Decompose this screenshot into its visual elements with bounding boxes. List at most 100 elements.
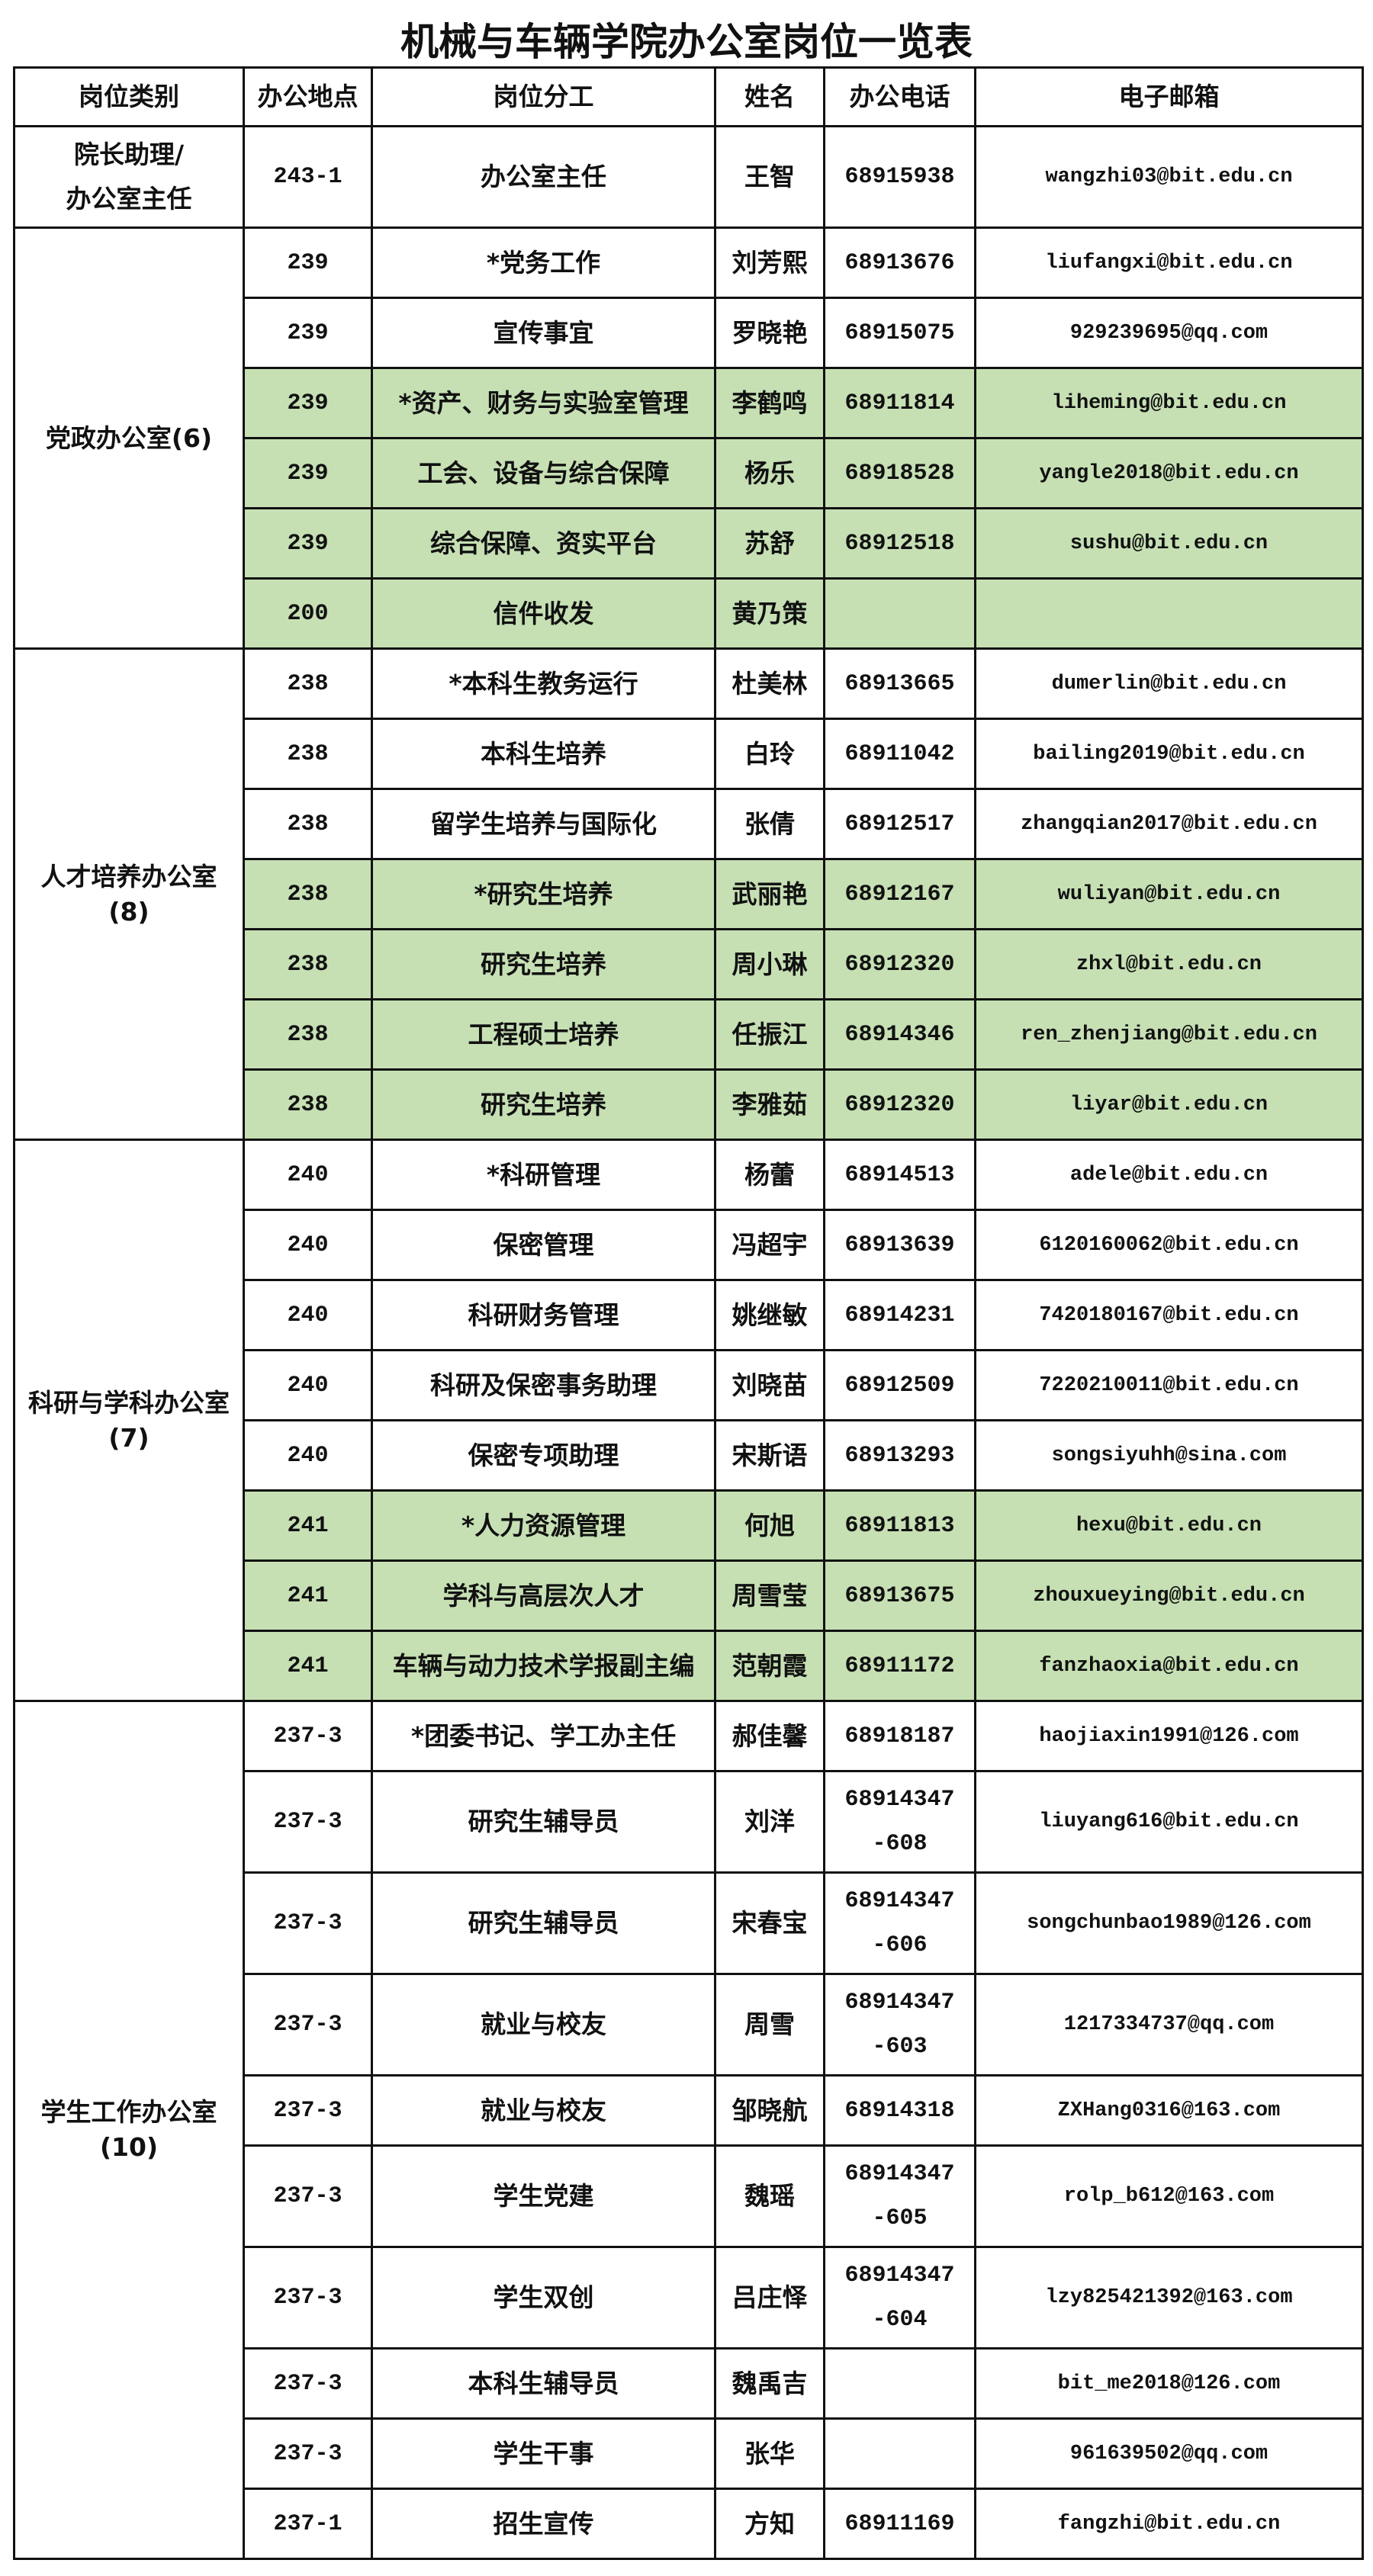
email-cell[interactable]: fanzhaoxia@bit.edu.cn [974,1630,1364,1702]
phone-line: 68918187 [844,1723,955,1749]
name-cell: 李鹤鸣 [714,367,825,439]
email-cell[interactable]: liuyang616@bit.edu.cn [974,1770,1364,1874]
phone-line: 68914231 [844,1302,955,1328]
email-cell[interactable]: ren_zhenjiang@bit.edu.cn [974,998,1364,1071]
header-room: 办公地点 [243,66,373,127]
table-row: 238 留学生培养与国际化 张倩 68912517 zhangqian2017@bit.… [14,788,1364,860]
phone-cell: 68914346 [823,998,976,1071]
phone-line: 68913665 [844,670,955,697]
room-cell: 237-3 [243,2246,373,2350]
table-row: 237-3 学生党建 魏瑶 68914347 -605 rolp_b612@163.com [14,2144,1364,2248]
email-cell[interactable]: 1217334737@qq.com [974,1973,1364,2077]
phone-cell: 68913293 [823,1419,976,1492]
room-cell: 241 [243,1630,373,1702]
email-cell[interactable]: 7220210011@bit.edu.cn [974,1349,1364,1421]
phone-line: 68915938 [844,164,955,190]
phone-cell: 68918187 [823,1700,976,1772]
email-cell[interactable]: haojiaxin1991@126.com [974,1700,1364,1772]
email-cell[interactable] [974,577,1364,650]
name-cell: 张华 [714,2417,825,2490]
email-cell[interactable]: sushu@bit.edu.cn [974,507,1364,580]
phone-line: 68912509 [844,1372,955,1399]
duty-cell: 学生双创 [371,2246,716,2350]
email-cell[interactable]: hexu@bit.edu.cn [974,1489,1364,1562]
phone-cell [823,2347,976,2420]
table-row: 237-1 招生宣传 方知 68911169 fangzhi@bit.edu.cn [14,2488,1364,2560]
room-cell: 238 [243,1068,373,1141]
table-row: 人才培养办公室 (8) 238 *本科生教务运行 杜美林 68913665 dumerlin… [13,647,1364,1141]
email-cell[interactable]: fangzhi@bit.edu.cn [974,2488,1364,2560]
email-cell[interactable]: liheming@bit.edu.cn [974,367,1364,439]
table-row: 238 工程硕士培养 任振江 68914346 ren_zhenjiang@bit.ed… [14,998,1364,1071]
phone-line: 68913293 [844,1442,955,1469]
email-cell[interactable]: bit_me2018@126.com [974,2347,1364,2420]
room-cell: 237-1 [243,2488,373,2560]
name-cell: 杜美林 [714,647,825,720]
room-cell: 237-3 [243,1770,373,1874]
phone-line: 68911169 [844,2510,955,2537]
email-cell[interactable]: yangle2018@bit.edu.cn [974,437,1364,509]
room-cell: 238 [243,718,373,790]
name-cell: 周雪 [714,1973,825,2077]
email-cell[interactable]: rolp_b612@163.com [974,2144,1364,2248]
duty-cell: *资产、财务与实验室管理 [371,367,716,439]
name-cell: 宋春宝 [714,1871,825,1975]
email-cell[interactable]: 7420180167@bit.edu.cn [974,1279,1364,1351]
email-cell[interactable]: wangzhi03@bit.edu.cn [974,125,1364,229]
phone-line: 68912167 [844,881,955,907]
phone-cell: 68912509 [823,1349,976,1421]
duty-cell: 信件收发 [371,577,716,650]
name-cell: 姚继敏 [714,1279,825,1351]
duty-cell: 本科生培养 [371,718,716,790]
table-row: 238 研究生培养 李雅茹 68912320 liyar@bit.edu.cn [14,1068,1364,1141]
phone-cell: 68912320 [823,928,976,1001]
table-row: 239 综合保障、资实平台 苏舒 68912518 sushu@bit.edu.cn [14,507,1364,580]
phone-line: 68911813 [844,1512,955,1539]
table-row: 237-3 就业与校友 周雪 68914347 -603 1217334737@qq.co… [14,1973,1364,2077]
email-cell[interactable]: zhouxueying@bit.edu.cn [974,1559,1364,1632]
duty-cell: 办公室主任 [371,125,716,229]
name-cell: 王智 [714,125,825,229]
name-cell: 郝佳馨 [714,1700,825,1772]
email-cell[interactable]: songsiyuhh@sina.com [974,1419,1364,1492]
name-cell: 周雪莹 [714,1559,825,1632]
table-row: 院长助理/办公室主任 243-1 办公室主任 王智 68915938 wangzhi03@… [13,125,1364,229]
phone-line: 68911814 [844,390,955,416]
room-cell: 239 [243,297,373,369]
email-cell[interactable]: 929239695@qq.com [974,297,1364,369]
email-cell[interactable]: zhangqian2017@bit.edu.cn [974,788,1364,860]
email-cell[interactable]: dumerlin@bit.edu.cn [974,647,1364,720]
room-cell: 241 [243,1559,373,1632]
email-cell[interactable]: wuliyan@bit.edu.cn [974,858,1364,930]
phone-line: 68914318 [844,2097,955,2124]
email-cell[interactable]: bailing2019@bit.edu.cn [974,718,1364,790]
email-cell[interactable]: liufangxi@bit.edu.cn [974,226,1364,299]
email-cell[interactable]: adele@bit.edu.cn [974,1139,1364,1211]
phone-cell: 68913639 [823,1209,976,1281]
email-cell[interactable]: 6120160062@bit.edu.cn [974,1209,1364,1281]
phone-line: 68914346 [844,1021,955,1048]
email-cell[interactable]: 961639502@qq.com [974,2417,1364,2490]
room-cell: 239 [243,507,373,580]
phone-cell: 68911042 [823,718,976,790]
name-cell: 范朝霞 [714,1630,825,1702]
email-cell[interactable]: songchunbao1989@126.com [974,1871,1364,1975]
email-cell[interactable]: liyar@bit.edu.cn [974,1068,1364,1141]
category-cell: 科研与学科办公室 (7) [13,1139,245,1702]
room-cell: 238 [243,858,373,930]
table-row: 238 本科生培养 白玲 68911042 bailing2019@bit.edu.cn [14,718,1364,790]
email-cell[interactable]: zhxl@bit.edu.cn [974,928,1364,1001]
room-cell: 237-3 [243,1700,373,1772]
email-cell[interactable]: ZXHang0316@163.com [974,2074,1364,2147]
phone-line: 68912517 [844,811,955,837]
phone-line: 68914513 [844,1161,955,1188]
name-cell: 魏禹吉 [714,2347,825,2420]
header-category: 岗位类别 [13,66,245,127]
category-label: (10) [99,2132,159,2162]
phone-line: 68912518 [844,530,955,557]
table-row: 241 *人力资源管理 何旭 68911813 hexu@bit.edu.cn [14,1489,1364,1562]
duty-cell: 研究生培养 [371,928,716,1001]
phone-line: 68911042 [844,740,955,767]
email-cell[interactable]: lzy825421392@163.com [974,2246,1364,2350]
table-row: 237-3 研究生辅导员 刘洋 68914347 -608 liuyang616@bit.… [14,1770,1364,1874]
